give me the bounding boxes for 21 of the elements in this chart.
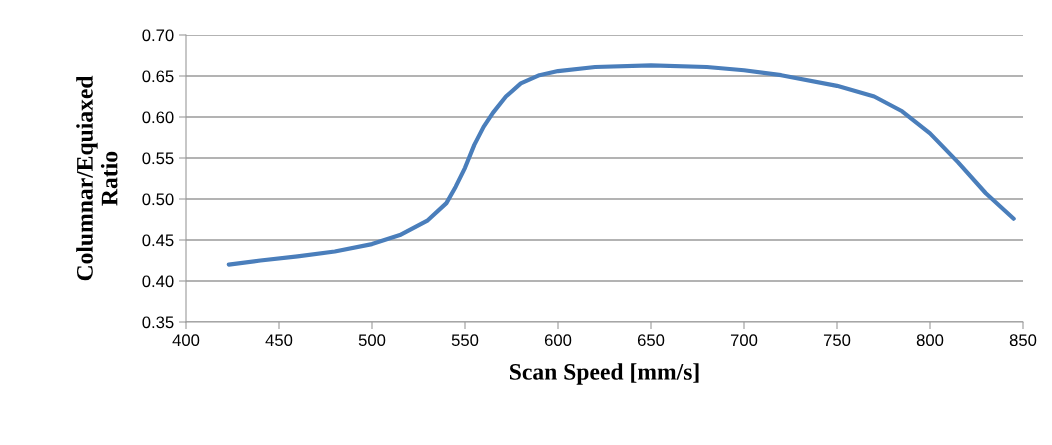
x-tick-label: 650: [637, 334, 665, 347]
x-tick-label: 850: [1009, 334, 1037, 347]
y-tick-label: 0.45: [142, 234, 174, 247]
y-tick-label: 0.70: [142, 29, 174, 42]
x-tick-label: 600: [544, 334, 572, 347]
x-tick-label: 750: [823, 334, 851, 347]
x-tick-label: 550: [451, 334, 479, 347]
y-axis-title: Columnar/Equiaxed Ratio: [76, 75, 118, 281]
x-tick-label: 700: [730, 334, 758, 347]
line-series: [226, 63, 1016, 267]
y-tick-label: 0.60: [142, 111, 174, 124]
x-tick-label: 500: [358, 334, 386, 347]
y-tick-label: 0.35: [142, 316, 174, 329]
x-axis-title: Scan Speed [mm/s]: [510, 363, 699, 385]
y-tick-label: 0.40: [142, 275, 174, 288]
x-tick-label: 450: [265, 334, 293, 347]
x-tick-label: 800: [916, 334, 944, 347]
y-tick-label: 0.65: [142, 70, 174, 83]
y-tick-label: 0.50: [142, 193, 174, 206]
x-tick-label: 400: [172, 334, 200, 347]
y-tick-label: 0.55: [142, 152, 174, 165]
